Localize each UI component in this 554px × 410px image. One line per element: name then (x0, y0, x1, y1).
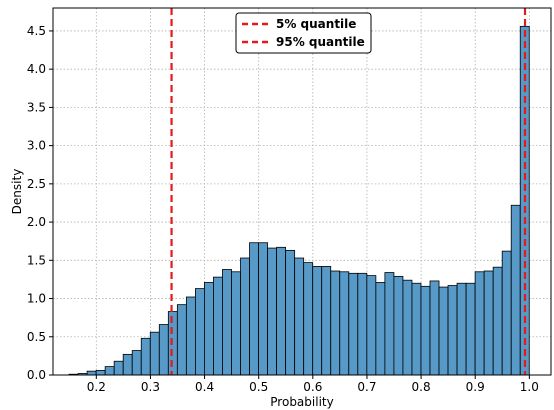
histogram-bar (348, 272, 359, 376)
y-tick-label: 0.0 (27, 368, 46, 382)
histogram-bar (456, 282, 467, 376)
histogram-bar (95, 370, 106, 376)
histogram-bar (149, 331, 160, 376)
histogram-bar (501, 250, 512, 376)
y-axis-label: Density (10, 169, 24, 215)
plot-frame (52, 7, 552, 376)
histogram-bar (204, 282, 214, 376)
histogram-bar (122, 353, 133, 376)
legend-label-95pct: 95% quantile (276, 35, 365, 49)
histogram-bar (375, 282, 386, 376)
histogram-bar (231, 271, 241, 376)
histogram-bar (357, 272, 368, 376)
x-axis-ticks: 0.2 0.3 0.4 0.5 0.6 0.7 0.8 0.9 1.0 (87, 375, 539, 394)
histogram-bar (258, 242, 268, 376)
histogram-bar (474, 271, 485, 376)
bars (68, 25, 530, 376)
histogram-bar (267, 247, 278, 376)
histogram-bar (131, 350, 142, 376)
y-axis-ticks: 0.0 0.5 1.0 1.5 2.0 2.5 3.0 3.5 4.0 4.5 (27, 24, 53, 382)
histogram-bar (86, 370, 97, 376)
y-tick-label: 2.5 (27, 177, 46, 191)
histogram-bar (185, 296, 196, 376)
histogram-bar (303, 262, 314, 376)
histogram-bar (276, 246, 287, 376)
histogram-bar (213, 276, 223, 376)
histogram-bar (420, 285, 431, 376)
x-tick-label: 0.2 (87, 380, 106, 394)
x-tick-label: 0.6 (303, 380, 322, 394)
x-tick-label: 0.5 (249, 380, 268, 394)
histogram-bar (330, 270, 341, 376)
histogram-bar (240, 257, 250, 376)
y-tick-label: 1.0 (27, 292, 46, 306)
y-tick-label: 3.5 (27, 100, 46, 114)
histogram-bar (176, 304, 187, 376)
histogram-bar (249, 242, 259, 376)
x-tick-label: 0.4 (195, 380, 214, 394)
histogram-bar (339, 271, 350, 376)
histogram-bar (402, 279, 413, 376)
histogram-bar (447, 285, 458, 376)
histogram-bar (465, 282, 476, 376)
y-tick-label: 1.5 (27, 253, 46, 267)
histogram-bar (104, 366, 115, 376)
x-tick-label: 0.8 (412, 380, 431, 394)
y-tick-label: 0.5 (27, 330, 46, 344)
histogram-bar (222, 269, 232, 376)
x-tick-label: 0.3 (141, 380, 160, 394)
histogram-bar (384, 272, 395, 376)
histogram-bar (366, 275, 377, 376)
histogram-bar (492, 266, 503, 376)
histogram-bar (510, 204, 521, 376)
histogram-bar (113, 360, 124, 376)
y-tick-label: 4.5 (27, 24, 46, 38)
histogram-bar (158, 324, 169, 376)
legend-box (235, 12, 372, 54)
histogram-bar (167, 311, 178, 376)
x-tick-label: 0.7 (357, 380, 376, 394)
quantile-lines (170, 8, 527, 375)
histogram-bar (411, 282, 422, 376)
histogram-bar (438, 286, 449, 376)
y-tick-label: 2.0 (27, 215, 46, 229)
x-axis-label: Probability (270, 395, 333, 409)
x-tick-label: 0.9 (466, 380, 485, 394)
histogram-bar (429, 280, 440, 376)
histogram-bar (321, 266, 332, 376)
histogram-bar (294, 257, 305, 376)
histogram-bar (285, 249, 296, 376)
y-tick-label: 3.0 (27, 139, 46, 153)
legend-label-5pct: 5% quantile (276, 17, 356, 31)
histogram-bar (312, 266, 323, 376)
histogram-bar (483, 270, 494, 376)
legend: 5% quantile 95% quantile (235, 12, 372, 54)
y-tick-label: 4.0 (27, 62, 46, 76)
histogram-bar (140, 337, 151, 376)
histogram-bar (393, 275, 404, 376)
histogram-bar (194, 288, 205, 376)
x-tick-label: 1.0 (520, 380, 539, 394)
